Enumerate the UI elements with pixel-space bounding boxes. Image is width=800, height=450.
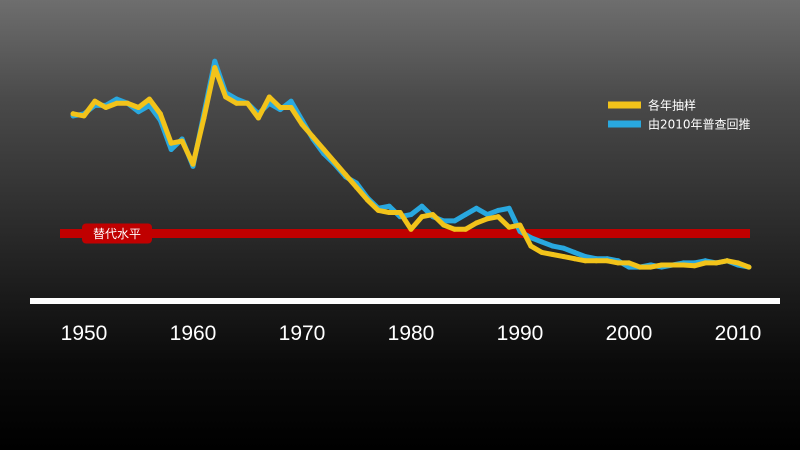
series-0-point [277,105,283,110]
series-1-point [473,205,479,211]
series-layer [70,58,752,270]
series-0-point [234,100,240,106]
series-1-point [463,212,468,218]
series-0-point [572,256,577,262]
series-0-point [604,258,610,264]
series-0-point [659,262,665,268]
series-0-point [375,207,381,213]
series-0-point [430,212,436,218]
series-1-point [550,243,556,249]
x-tick-labels: 1950 1960 1970 1980 1990 2000 2010 [61,322,762,345]
x-tick-label: 1950 [61,322,108,345]
series-0-point [593,258,599,264]
series-0-point [92,98,98,104]
series-0-point [626,260,632,266]
series-0-point [310,134,316,140]
x-tick-label: 1980 [388,322,435,345]
series-0-point [670,262,676,268]
x-tick-label: 1970 [279,322,326,345]
series-0-point [245,100,250,106]
series-1-point [212,58,218,64]
series-0 [70,65,752,270]
series-0-point [539,249,545,255]
series-0-point [419,214,425,220]
series-0-point [724,258,730,264]
series-0-point [103,105,109,110]
series-1-point [539,239,545,245]
replacement-level-label: 替代水平 [93,227,141,241]
series-0-point [648,264,654,270]
series-1-point [136,109,141,115]
series-0-point [157,111,163,117]
series-0-point [168,140,174,146]
series-0-point [735,260,741,266]
replacement-level-label-box [82,223,152,244]
series-1-point [572,249,577,255]
series-0-point [550,252,556,257]
series-0-point [484,216,490,222]
series-0-point [136,105,141,110]
series-1-point [506,205,512,211]
series-0-point [713,260,719,266]
series-1-point [582,254,588,260]
x-tick-label: 2010 [715,322,762,345]
series-0-point [114,100,120,106]
series-0-point [463,226,468,232]
series-1-point [288,98,294,104]
series-0-point [506,224,512,230]
series-0-point [223,94,229,100]
series-0-point [354,184,359,190]
series-0-point [332,159,338,165]
x-tick-label: 1960 [170,322,217,345]
series-0-point [266,94,272,100]
series-0-point [495,214,501,220]
series-0-point [637,264,643,270]
series-0-point [615,260,621,266]
series-0-point [212,65,218,71]
series-0-point [255,115,261,121]
series-0-point [408,226,414,232]
series-0-point [746,264,752,270]
series-1-point [495,207,501,213]
series-0-point [288,105,294,110]
series-0-point [190,161,196,167]
series-1-point [484,212,490,218]
series-0-point [81,113,87,119]
series-0-point [441,222,447,228]
series-0-point [517,222,523,228]
series-0-point [452,226,458,232]
series-0-point [364,197,370,203]
legend-label-0: 各年抽样 [648,98,696,113]
series-0-point [528,243,534,249]
series-1-point [561,245,567,251]
series-0-point [146,96,152,102]
series-0-point [343,172,349,178]
series-0-point [125,100,131,106]
series-1-point [168,147,174,152]
series-0-point [386,210,392,215]
legend-label-1: 由2010年普查回推 [648,118,751,132]
series-1-point [452,218,458,224]
series-1-point [114,96,120,102]
series-0-point [179,138,185,144]
series-0-point [681,262,686,268]
series-0-point [561,254,567,260]
series-0-point [299,121,305,127]
series-0-point [691,263,697,269]
series-0-point [201,115,207,121]
series-0-point [702,260,708,266]
series-1-point [419,203,425,209]
series-1-point [408,212,414,218]
series-0-point [473,220,479,226]
series-0-point [70,111,76,117]
series-0-point [582,258,588,264]
series-0-point [397,210,403,215]
series-0-point [321,147,327,152]
reference-layer: 替代水平 [60,223,750,244]
x-tick-label: 2000 [606,322,653,345]
series-1-point [386,203,392,209]
x-tick-label: 1990 [497,322,544,345]
